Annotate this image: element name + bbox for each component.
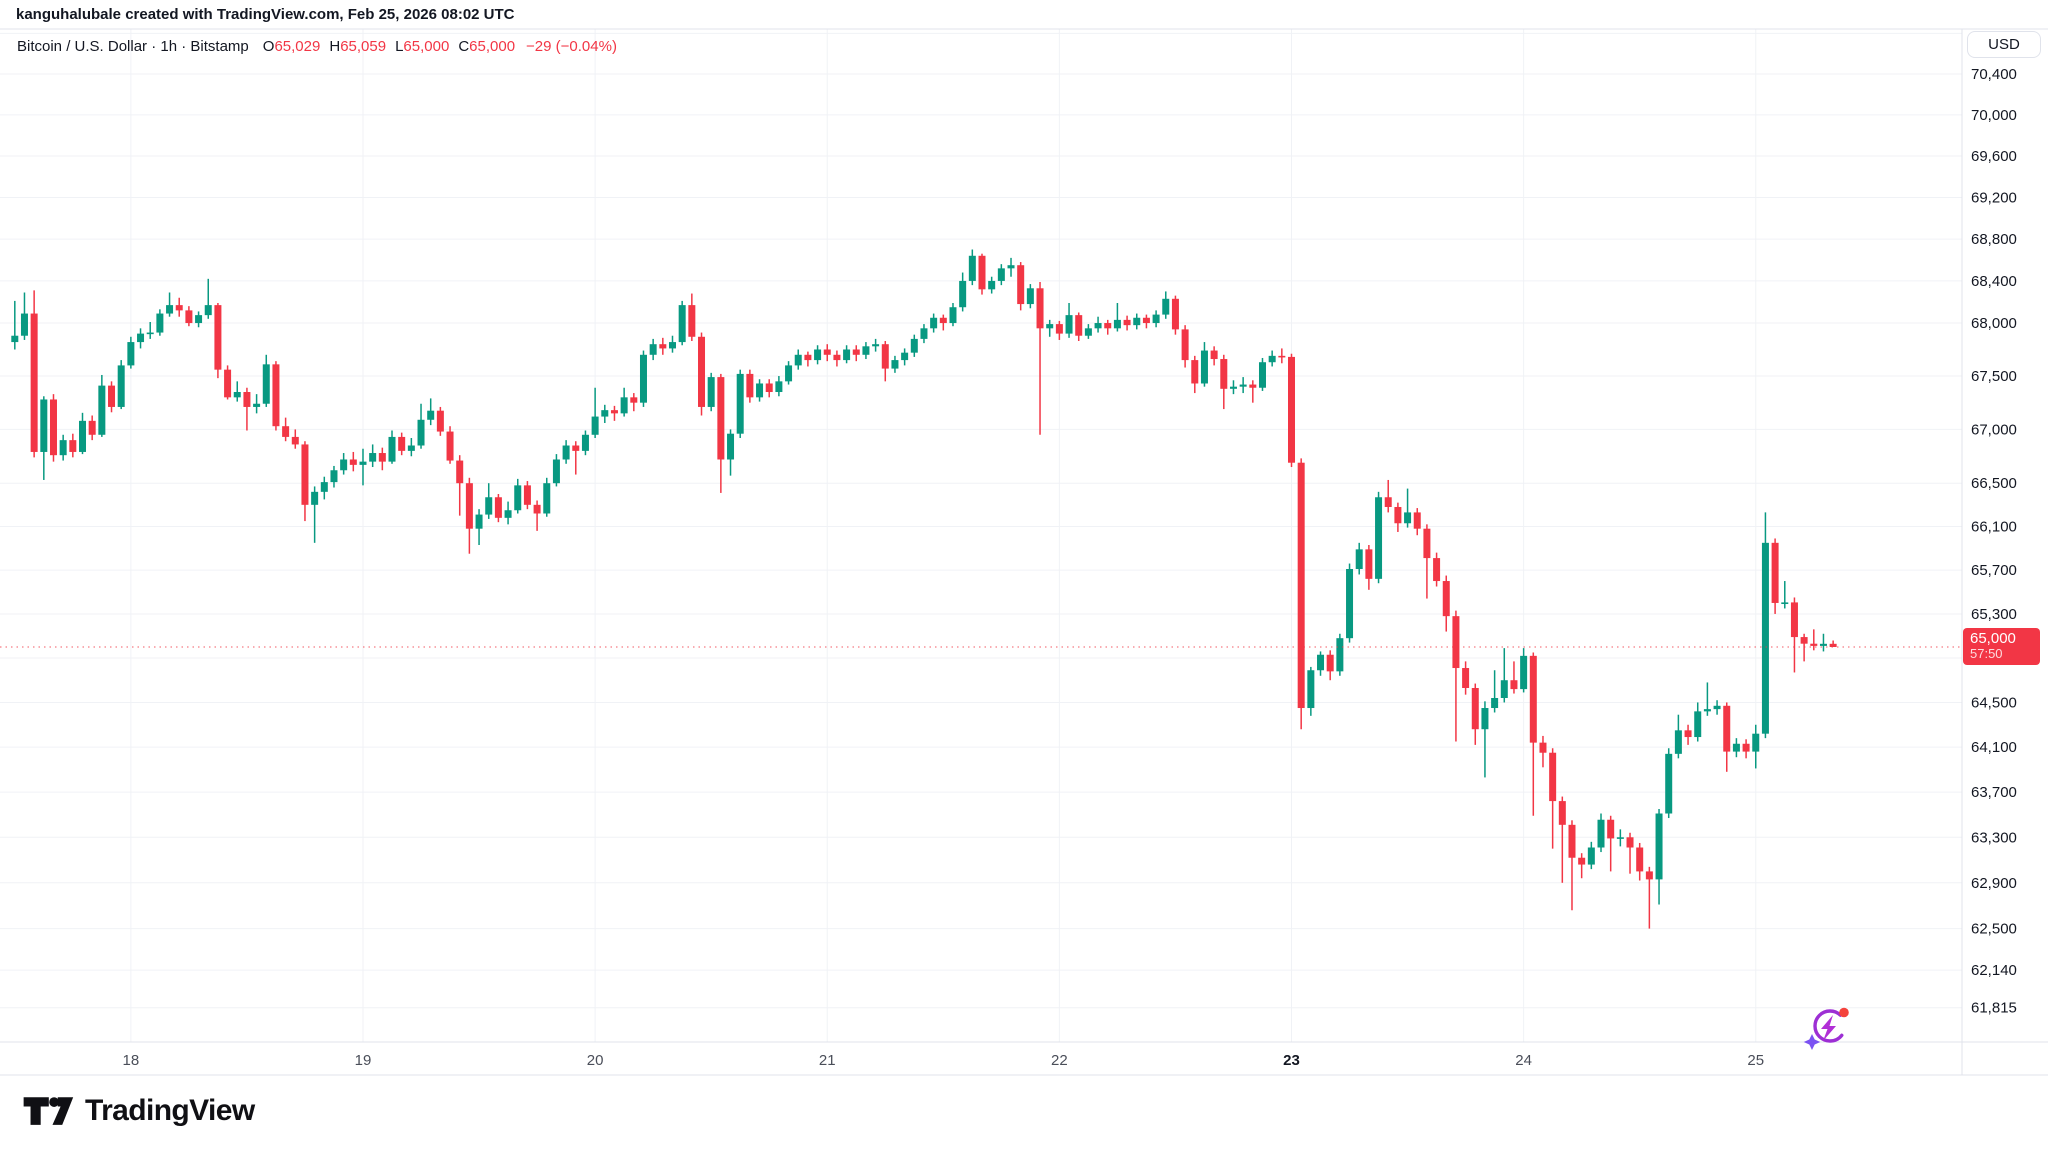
ohlc-values: O65,029 H65,059 L65,000 C65,000 −29 (−0.… [263,38,617,55]
time-tick-label: 19 [355,1052,372,1069]
chart-pane[interactable] [0,29,1962,1042]
low-value: 65,000 [403,38,450,55]
price-tick-label: 64,500 [1971,694,2017,711]
time-tick-label: 22 [1051,1052,1068,1069]
currency-toggle-button[interactable]: USD [1967,31,2041,58]
lightning-bolt [1821,1015,1836,1041]
flash-refresh-button[interactable] [1802,1000,1856,1054]
tradingview-logo[interactable]: TradingView [22,1092,255,1130]
candles [11,249,1837,929]
last-price-badge: 65,000 57:50 [1963,628,2040,666]
price-tick-label: 64,100 [1971,739,2017,756]
attribution-bar: kanguhalubale created with TradingView.c… [16,0,515,29]
time-scale[interactable] [0,1043,1962,1075]
price-tick-label: 68,400 [1971,273,2017,290]
price-tick-label: 61,815 [1971,1000,2017,1017]
separator-dot: · [181,38,187,55]
price-tick-label: 68,800 [1971,231,2017,248]
attribution-text: kanguhalubale created with TradingView.c… [16,6,515,23]
price-tick-label: 66,500 [1971,475,2017,492]
exchange-label: Bitstamp [190,38,249,55]
price-tick-label: 70,400 [1971,66,2017,83]
price-tick-label: 62,500 [1971,921,2017,938]
time-tick-label: 20 [587,1052,604,1069]
lightning-refresh-icon [1803,1007,1849,1050]
change-value: −29 (−0.04%) [526,38,617,55]
close-label: C [458,38,470,55]
price-tick-label: 63,300 [1971,829,2017,846]
price-tick-label: 62,140 [1971,962,2017,979]
axis-labels: 70,400 70,000 69,600 69,200 68,800 68,400 68,0… [123,66,2017,1069]
time-tick-label: 23 [1283,1052,1300,1069]
symbol-name: Bitcoin / U.S. Dollar [17,38,148,55]
price-tick-label: 70,000 [1971,107,2017,124]
price-tick-label: 65,700 [1971,562,2017,579]
low-label: L [395,38,404,55]
currency-label: USD [1988,36,2020,53]
price-tick-label: 62,900 [1971,875,2017,892]
price-tick-label: 69,200 [1971,189,2017,206]
price-tick-label: 69,600 [1971,148,2017,165]
refresh-circle [1813,1009,1847,1043]
symbol-legend: Bitcoin / U.S. Dollar · 1h · Bitstamp O6… [17,38,617,55]
time-tick-label: 25 [1747,1052,1764,1069]
time-tick-label: 21 [819,1052,836,1069]
price-scale[interactable] [1962,29,2048,1042]
red-dot [1839,1007,1849,1018]
price-tick-label: 67,000 [1971,421,2017,438]
time-tick-label: 18 [123,1052,140,1069]
price-tick-label: 65,300 [1971,606,2017,623]
price-tick-label: 63,700 [1971,784,2017,801]
interval-label[interactable]: 1h [160,38,178,55]
price-tick-label: 68,000 [1971,315,2017,332]
close-value: 65,000 [469,38,516,55]
logo-text: TradingView [85,1094,255,1127]
tradingview-logo-icon [23,1097,74,1125]
time-tick-label: 24 [1515,1052,1532,1069]
sparkle-icon [1803,1034,1821,1050]
high-value: 65,059 [340,38,387,55]
price-tick-label: 66,100 [1971,519,2017,536]
last-price: 65,000 [1970,630,2016,647]
grid-lines [0,29,1962,1042]
open-value: 65,029 [274,38,321,55]
separator-dot: · [151,38,157,55]
bar-countdown: 57:50 [1970,646,2003,662]
symbol-title[interactable]: Bitcoin / U.S. Dollar · 1h · Bitstamp [17,38,249,55]
price-tick-label: 67,500 [1971,368,2017,385]
high-label: H [329,38,341,55]
open-label: O [262,38,275,55]
